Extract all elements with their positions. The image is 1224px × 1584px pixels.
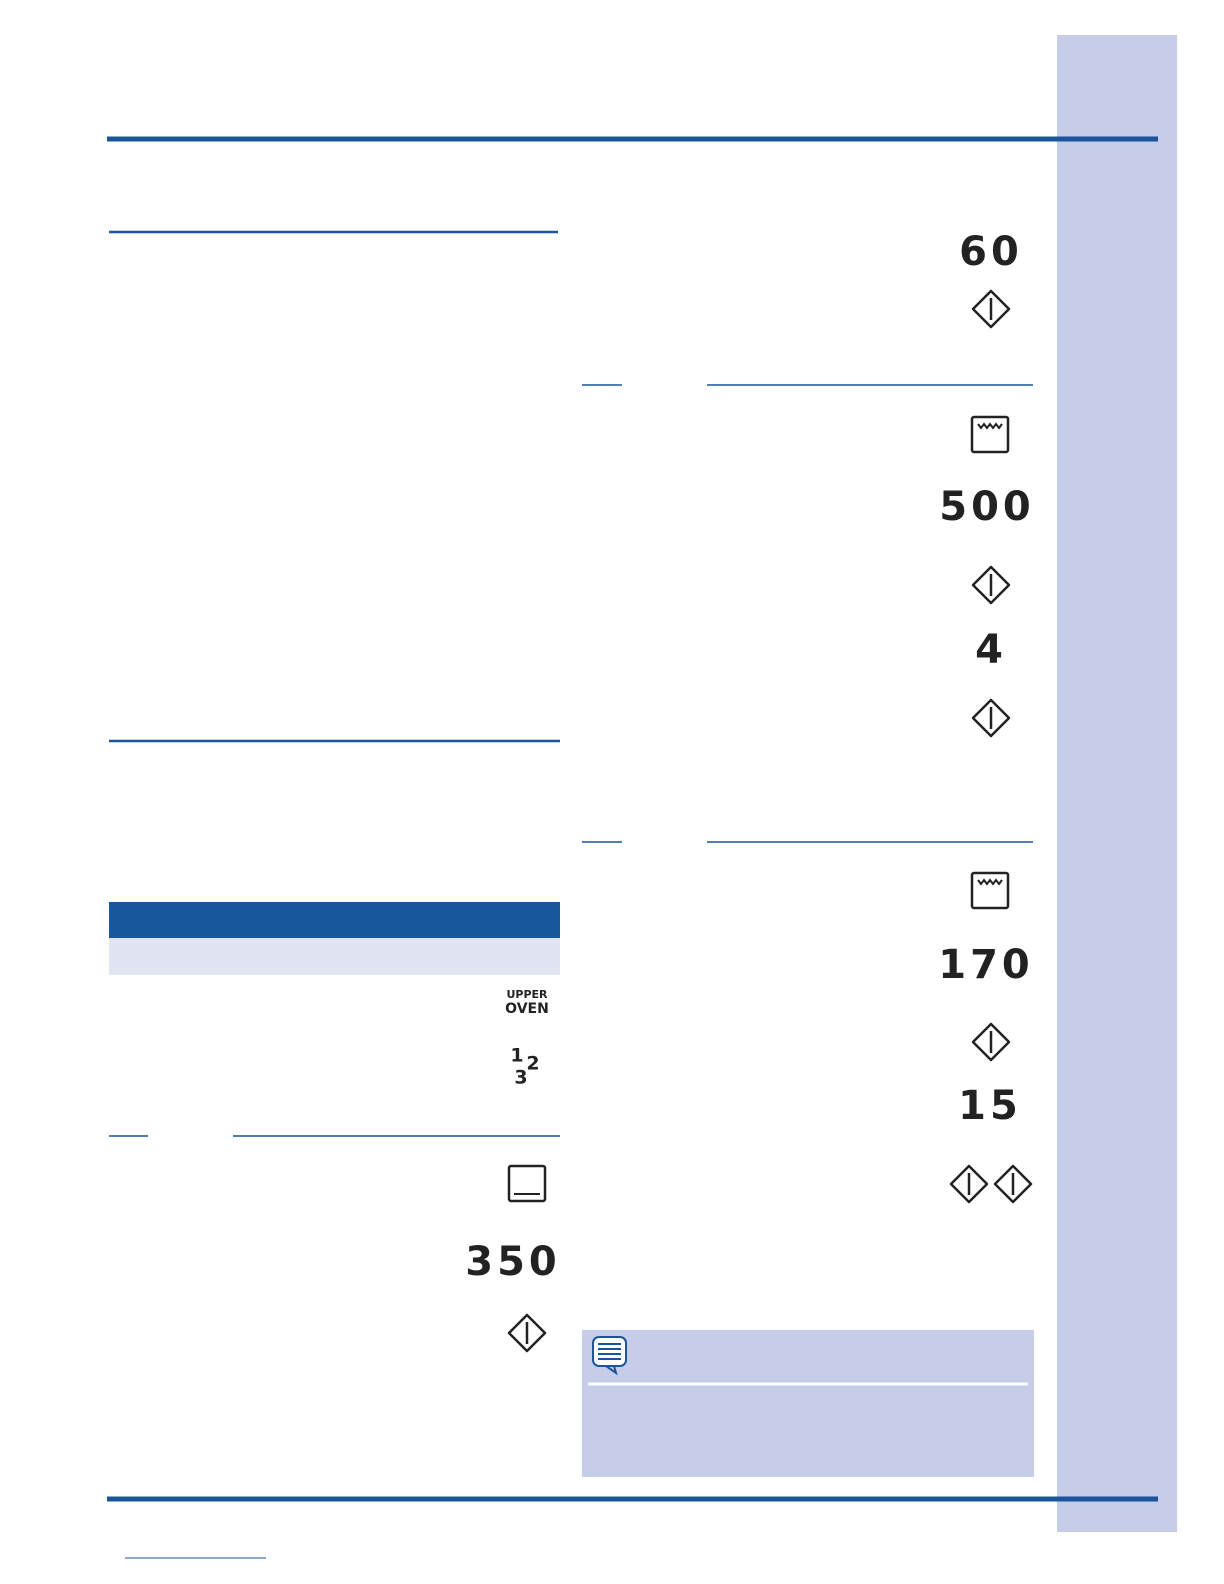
rack-digit: 3	[514, 1067, 527, 1089]
display-temperature: 170	[938, 942, 1034, 988]
table-header	[109, 902, 560, 938]
oven-label: UPPER	[506, 988, 548, 1001]
start-icon	[971, 565, 1011, 605]
broil-icon	[970, 871, 1010, 910]
display-temperature: 500	[939, 484, 1035, 530]
rack-digit: 2	[526, 1053, 539, 1075]
start-icon	[971, 698, 1011, 738]
note-box	[582, 1330, 1034, 1477]
bake-icon	[507, 1164, 547, 1203]
oven-label: OVEN	[505, 1001, 549, 1017]
broil-icon	[970, 415, 1010, 454]
start-icon	[993, 1164, 1033, 1204]
start-icon	[971, 1022, 1011, 1062]
sidebar	[1057, 35, 1177, 1532]
start-icon	[971, 289, 1011, 329]
display-value: 4	[975, 627, 1007, 673]
start-icon	[949, 1164, 989, 1204]
display-temperature: 350	[465, 1239, 561, 1285]
start-icon	[507, 1313, 547, 1353]
table-row	[109, 938, 560, 975]
rack-digit: 1	[510, 1045, 523, 1067]
note-icon	[592, 1336, 627, 1376]
display-value: 60	[959, 229, 1023, 275]
display-value: 15	[958, 1083, 1022, 1129]
